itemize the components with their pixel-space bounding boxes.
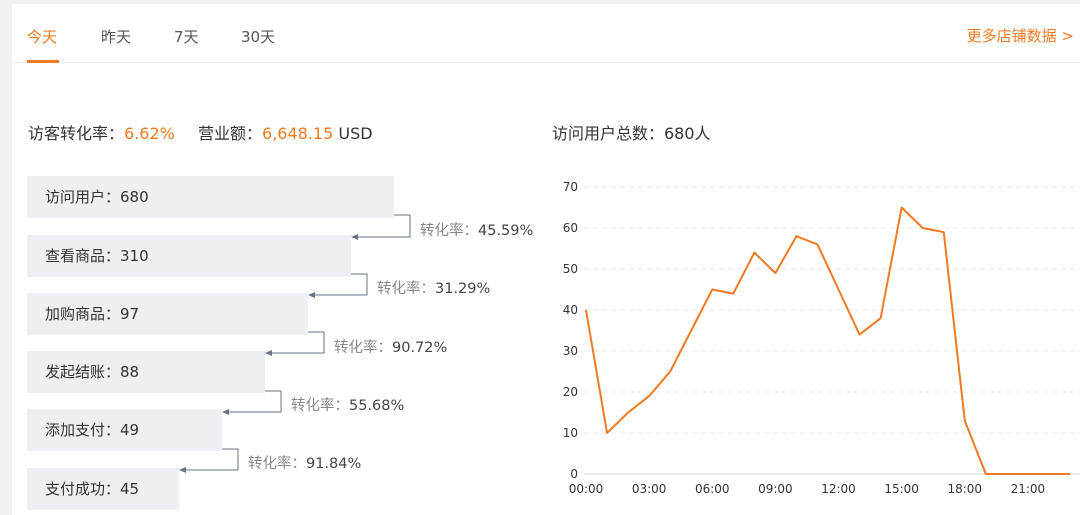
x-tick-label: 06:00 xyxy=(695,482,730,496)
x-tick-label: 18:00 xyxy=(947,482,982,496)
conversion-rate-3: 转化率：90.72% xyxy=(334,336,447,357)
connector-line-5 xyxy=(185,448,239,471)
x-tick-label: 21:00 xyxy=(1011,482,1046,496)
visitors-total: 访问用户总数：680人 xyxy=(552,124,711,143)
x-tick-label: 03:00 xyxy=(632,482,667,496)
conversion-rate-2: 转化率：31.29% xyxy=(377,277,490,298)
connector-arrow-2 xyxy=(308,292,315,298)
time-range-tabs: 今天 昨天 7天 30天 更多店铺数据 > xyxy=(12,4,1080,63)
connector-line-3 xyxy=(271,331,325,354)
store-data-card: 今天 昨天 7天 30天 更多店铺数据 > 访客转化率：6.62% 营业额：6,… xyxy=(12,4,1080,515)
tab-yesterday[interactable]: 昨天 xyxy=(101,28,132,46)
rate-label: 转化率： xyxy=(334,340,392,356)
funnel-step-visitors: 访问用户：680 xyxy=(27,176,394,218)
funnel-step-add-to-cart: 加购商品：97 xyxy=(27,293,308,335)
x-tick-label: 12:00 xyxy=(821,482,856,496)
y-tick-label: 10 xyxy=(563,426,578,440)
revenue-stat: 营业额：6,648.15 USD xyxy=(198,120,373,144)
conversion-stat: 访客转化率：6.62% xyxy=(28,120,175,144)
rate-value: 90.72% xyxy=(392,340,448,356)
rate-label: 转化率： xyxy=(377,281,435,297)
active-tab-indicator xyxy=(27,60,59,63)
conversion-rate-1: 转化率：45.59% xyxy=(420,219,533,240)
more-store-data-link[interactable]: 更多店铺数据 > xyxy=(966,27,1074,45)
connector-arrow-3 xyxy=(265,350,272,356)
rate-value: 31.29% xyxy=(435,281,491,297)
connector-arrow-1 xyxy=(351,234,358,240)
rate-value: 45.59% xyxy=(478,223,534,239)
x-tick-label: 09:00 xyxy=(758,482,793,496)
y-tick-label: 40 xyxy=(563,303,578,317)
tab-7-days[interactable]: 7天 xyxy=(174,28,199,46)
rate-label: 转化率： xyxy=(291,398,349,414)
x-tick-label: 15:00 xyxy=(884,482,919,496)
rate-value: 91.84% xyxy=(306,456,362,472)
rate-label: 转化率： xyxy=(248,456,306,472)
y-tick-label: 50 xyxy=(563,262,578,276)
x-tick-label: 00:00 xyxy=(569,482,604,496)
conversion-label: 访客转化率： xyxy=(28,124,125,143)
y-tick-label: 30 xyxy=(563,344,578,358)
y-tick-label: 20 xyxy=(563,385,578,399)
connector-line-4 xyxy=(228,390,282,413)
connector-arrow-5 xyxy=(179,467,186,473)
tab-30-days[interactable]: 30天 xyxy=(241,28,276,46)
connector-line-2 xyxy=(314,273,368,296)
revenue-unit: USD xyxy=(333,124,373,143)
tab-today[interactable]: 今天 xyxy=(27,28,58,46)
conversion-value: 6.62% xyxy=(124,124,175,143)
funnel-step-payment-success: 支付成功：45 xyxy=(27,468,179,510)
funnel-connectors xyxy=(179,214,411,473)
connector-line-1 xyxy=(357,214,411,238)
revenue-value: 6,648.15 xyxy=(262,124,334,143)
y-tick-label: 60 xyxy=(563,221,578,235)
y-tick-label: 0 xyxy=(570,467,578,481)
y-tick-label: 70 xyxy=(563,180,578,194)
rate-value: 55.68% xyxy=(349,398,405,414)
funnel-step-view-product: 查看商品：310 xyxy=(27,235,351,277)
conversion-rate-4: 转化率：55.68% xyxy=(291,394,404,415)
series-line xyxy=(585,206,1070,475)
conversion-rate-5: 转化率：91.84% xyxy=(248,452,361,473)
revenue-label: 营业额： xyxy=(198,124,263,143)
connector-arrow-4 xyxy=(222,409,229,415)
funnel-step-checkout: 发起结账：88 xyxy=(27,351,265,393)
rate-label: 转化率： xyxy=(420,223,478,239)
visitors-line-chart: 0 10 20 30 40 50 60 70 00:00 03:00 06:00 09:00 12:00… xyxy=(563,180,1080,496)
funnel-step-add-payment: 添加支付：49 xyxy=(27,409,222,451)
